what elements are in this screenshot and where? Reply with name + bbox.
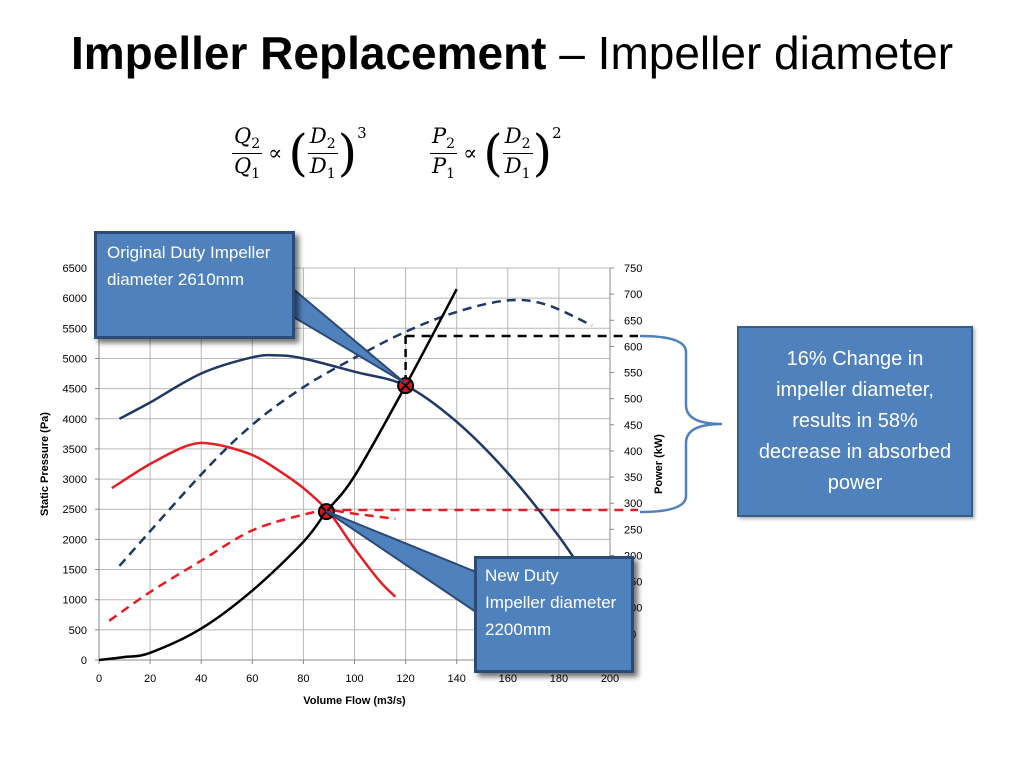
exponent: 2	[552, 124, 562, 142]
y-tick-label: 3000	[63, 474, 87, 486]
d-ratio: D2 D1	[307, 124, 338, 182]
y-tick-label: 4500	[63, 384, 87, 396]
y-tick-label: 5500	[63, 323, 87, 335]
x-tick-label: 20	[144, 673, 156, 685]
y2-tick-label: 500	[624, 394, 642, 406]
power-ratio-formula: P2 P1 ∝( D2 D1 )2	[430, 124, 562, 182]
summary-brace	[639, 334, 723, 514]
y-tick-label: 6500	[63, 263, 87, 275]
y-tick-label: 4000	[63, 414, 87, 426]
x-tick-label: 120	[396, 673, 414, 685]
flow-ratio-formula: Q2 Q1 ∝( D2 D1 )3	[232, 124, 367, 182]
y-tick-label: 0	[81, 655, 87, 667]
new-duty-callout: New Duty Impeller diameter 2200mm	[474, 556, 634, 673]
series-line-3	[108, 509, 396, 622]
y-tick-label: 2000	[63, 534, 87, 546]
y2-tick-label: 600	[624, 341, 642, 353]
series-line-2	[111, 441, 397, 598]
proportional-symbol: ∝	[268, 141, 283, 165]
x-tick-label: 80	[297, 673, 309, 685]
x-tick-label: 100	[345, 673, 363, 685]
duty-point-cross	[399, 379, 412, 392]
x-tick-label: 160	[499, 673, 517, 685]
slide-title-rest: – Impeller diameter	[546, 27, 954, 79]
exponent: 3	[357, 124, 367, 142]
y2-tick-label: 350	[624, 472, 642, 484]
series-line-0	[118, 353, 599, 595]
y2-tick-label: 250	[624, 524, 642, 536]
y2-tick-label: 400	[624, 446, 642, 458]
x-tick-label: 140	[448, 673, 466, 685]
y2-tick-label: 550	[624, 368, 642, 380]
slide-title-bold: Impeller Replacement	[70, 27, 547, 79]
y2-tick-label: 450	[624, 420, 642, 432]
x-axis-title: Volume Flow (m3/s)	[303, 695, 406, 707]
y-tick-label: 500	[69, 625, 87, 637]
y-tick-label: 1000	[63, 595, 87, 607]
y2-tick-label: 700	[624, 289, 642, 301]
y-tick-label: 2500	[63, 504, 87, 516]
q-ratio: Q2 Q1	[232, 124, 263, 182]
y-tick-label: 3500	[63, 444, 87, 456]
y2-tick-label: 750	[624, 263, 642, 275]
y-axis-title: Static Pressure (Pa)	[39, 412, 51, 516]
proportional-symbol: ∝	[463, 141, 478, 165]
y-tick-label: 5000	[63, 353, 87, 365]
series-line-4	[98, 288, 458, 662]
x-tick-label: 40	[195, 673, 207, 685]
series-line-1	[118, 298, 593, 567]
y2-tick-label: 300	[624, 498, 642, 510]
original-duty-callout: Original Duty Impeller diameter 2610mm	[94, 231, 295, 339]
slide-title: Impeller Replacement – Impeller diameter	[0, 26, 1024, 80]
y2-axis-title: Power (kW)	[653, 434, 665, 494]
x-tick-label: 180	[550, 673, 568, 685]
x-tick-label: 0	[96, 673, 102, 685]
x-tick-label: 200	[601, 673, 619, 685]
summary-callout: 16% Change in impeller diameter, results…	[737, 326, 973, 517]
d-ratio: D2 D1	[502, 124, 533, 182]
x-tick-label: 60	[246, 673, 258, 685]
p-ratio: P2 P1	[430, 124, 458, 182]
y-tick-label: 1500	[63, 565, 87, 577]
y-tick-label: 6000	[63, 293, 87, 305]
y2-tick-label: 650	[624, 315, 642, 327]
